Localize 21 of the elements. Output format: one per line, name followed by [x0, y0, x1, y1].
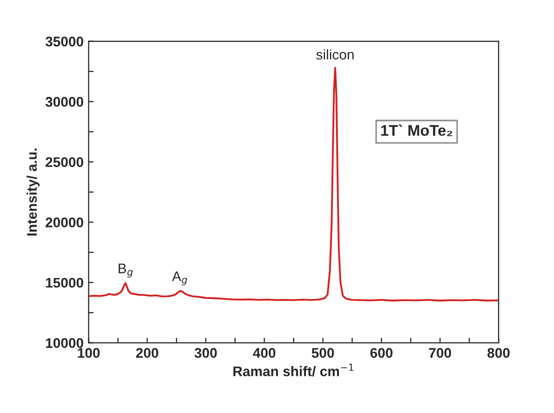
y-tick-label: 10000 — [46, 338, 84, 348]
x-tick-label: 600 — [370, 348, 392, 358]
x-tick-label: 400 — [252, 348, 276, 358]
x-tick-label: 800 — [487, 348, 510, 358]
y-tick-label: 15000 — [46, 278, 84, 288]
x-tick-label: 500 — [312, 348, 334, 358]
x-tick-label: 200 — [136, 348, 158, 358]
x-tick-label: 700 — [429, 348, 452, 358]
annotation: B$_{g}$ — [118, 264, 133, 278]
x-tick-label: 300 — [194, 348, 217, 358]
annotation: 1T` MoTe₂ — [381, 124, 452, 136]
y-tick-label: 30000 — [45, 96, 84, 107]
x-tick-label: 100 — [78, 348, 100, 358]
y-tick-label: 20000 — [46, 218, 84, 228]
y-tick-label: 25000 — [46, 157, 84, 168]
annotation: silicon — [316, 49, 354, 60]
y-tick-label: 35000 — [45, 36, 84, 46]
line-series — [88, 66, 499, 302]
x-axis-title: Raman shift/ cm$^{−1}$ — [233, 364, 354, 376]
annotation: A$_{g}$ — [172, 271, 188, 286]
y-axis-title: Intensity/ a.u. — [26, 148, 40, 236]
